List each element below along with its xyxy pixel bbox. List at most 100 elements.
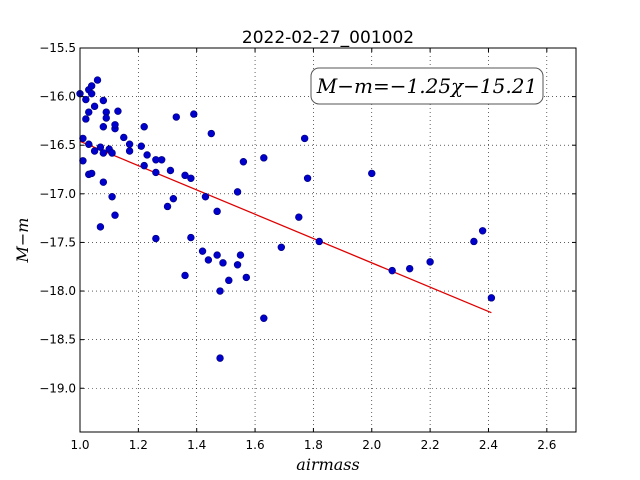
x-tick-label: 2.0 [362,438,381,452]
data-point [303,174,312,182]
data-point [233,188,242,196]
data-point [152,234,160,243]
x-tick-label: 1.4 [187,438,206,452]
x-tick-label: 2.6 [537,438,556,452]
data-point [260,314,268,322]
data-point [216,354,224,362]
data-point [242,273,251,282]
data-point [181,171,189,180]
data-point [120,133,128,142]
data-point [405,264,414,273]
data-point [239,158,248,166]
data-point [470,237,478,246]
x-tick-label: 1.8 [304,438,323,452]
x-axis-label: airmass [296,455,359,474]
data-point [260,154,268,162]
data-point [157,156,166,164]
data-point [368,169,376,178]
fit-equation-frame [310,67,544,105]
data-point [426,258,434,266]
x-tick-label: 2.4 [479,438,498,452]
data-point [99,149,108,157]
chart-title: 2022-02-27_001002 [242,28,414,48]
data-point [201,193,210,201]
data-point [187,174,195,182]
y-tick-label: −17.0 [39,187,76,201]
data-point [388,266,396,275]
data-point [79,157,87,165]
data-point [108,149,116,157]
y-tick-label: −17.5 [39,235,76,249]
y-tick-label: −16.5 [39,138,76,152]
data-point [85,108,93,116]
data-point [140,161,148,170]
y-tick-label: −19.0 [39,381,76,395]
data-point [169,194,178,203]
data-point [99,96,108,105]
data-point [87,89,96,98]
y-tick-label: −15.5 [39,41,76,55]
data-point [90,102,99,111]
fit-equation-box: M−m=−1.25χ−15.21 [310,67,544,105]
y-axis-label: M−m [13,218,32,264]
data-point [152,168,160,177]
data-point [96,223,105,231]
data-point [90,147,99,155]
y-tick-label: −18.5 [39,333,76,347]
data-point [140,123,148,131]
data-point [137,142,145,150]
ticks-layer: 1.0 1.2 1.4 1.6 1.8 2.0 2.2 2.4 2.6 −15.5 −16.0 −16… [39,41,576,452]
data-point [125,140,134,148]
data-point [108,193,116,201]
points-layer [76,76,496,362]
data-point [277,243,286,251]
data-point [213,207,221,216]
data-point [181,271,189,280]
plot-frame [79,47,577,433]
fit-layer [79,140,492,314]
data-point [99,178,108,186]
y-tick-label: −16.0 [39,90,76,104]
data-point [233,261,242,269]
fit-line [79,140,492,314]
data-point [487,294,496,302]
data-point [478,227,487,235]
data-point [236,251,245,259]
x-tick-label: 1.0 [70,438,89,452]
data-point [204,256,213,264]
data-point [166,166,175,175]
y-tick-label: −18.0 [39,284,76,298]
data-point [82,95,90,104]
data-point [82,115,90,123]
data-point [216,287,224,295]
data-point [207,129,215,138]
data-point [315,237,323,246]
data-point [187,233,195,242]
data-point [125,147,134,155]
data-point [87,82,96,90]
data-point [225,276,233,285]
data-point [85,140,93,148]
data-point [111,211,119,219]
data-point [219,259,227,267]
data-point [198,247,207,255]
data-point [99,123,108,131]
x-tick-label: 1.2 [129,438,148,452]
data-point [143,151,151,159]
data-point [172,113,180,121]
data-point [190,110,198,118]
data-point [96,143,105,151]
data-point [295,213,303,221]
data-point [300,134,309,143]
data-point [93,76,102,84]
data-point [111,121,119,129]
data-point [79,134,87,143]
data-point [114,107,122,115]
data-point [163,202,172,211]
data-point [213,251,221,259]
fit-equation: M−m=−1.25χ−15.21 [316,74,537,98]
x-tick-label: 1.6 [246,438,265,452]
data-point [87,169,96,178]
data-point [102,114,110,122]
